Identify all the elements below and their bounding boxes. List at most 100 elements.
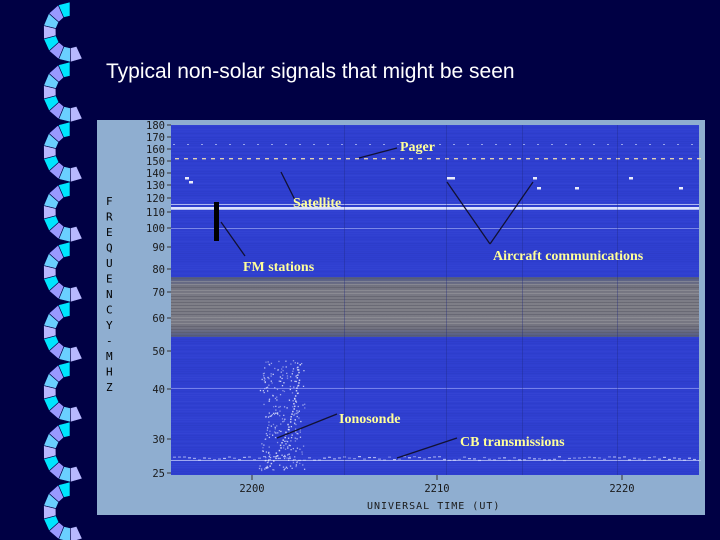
- cb-leader: [396, 437, 458, 459]
- pager-dash: [274, 158, 278, 160]
- ionosonde-leader: [276, 413, 338, 439]
- pager-dash: [580, 158, 584, 160]
- noise-row: [171, 359, 699, 360]
- top-dot: [313, 144, 315, 145]
- x-tick-label: 2210: [424, 483, 449, 495]
- ionosonde-dot: [279, 376, 282, 378]
- ionosonde-dot: [291, 467, 293, 469]
- band-line: [171, 293, 699, 294]
- aircraft-burst: [533, 177, 537, 180]
- ionosonde-dot: [285, 360, 287, 362]
- cb-dash: [233, 457, 236, 459]
- ionosonde-dot: [297, 405, 299, 408]
- noise-row: [171, 233, 699, 234]
- noise-row: [171, 423, 699, 424]
- noise-row: [171, 217, 699, 218]
- gap-line: [446, 125, 447, 475]
- ionosonde-dot: [290, 440, 292, 442]
- band-line: [171, 308, 699, 309]
- ionosonde-dot: [271, 382, 273, 384]
- pager-dash: [625, 158, 629, 160]
- cb-dash: [358, 456, 361, 458]
- ionosonde-dot: [281, 418, 284, 420]
- band-line: [171, 281, 699, 282]
- ionosonde-dot: [274, 426, 276, 428]
- satellite-leader: [280, 171, 296, 201]
- ionosonde-dot: [279, 380, 282, 382]
- noise-row: [171, 137, 699, 138]
- cb-dash: [253, 459, 256, 461]
- ionosonde-dot: [276, 425, 278, 427]
- ionosonde-dot: [267, 460, 270, 462]
- ionosonde-dot: [297, 433, 299, 435]
- pager-dash: [292, 158, 296, 160]
- pager-dash: [679, 158, 683, 160]
- ionosonde-dot: [278, 360, 280, 363]
- pager-dash: [607, 158, 611, 160]
- noise-row: [171, 231, 699, 232]
- y-tick-label: 180: [146, 120, 165, 132]
- ionosonde-trace: [294, 400, 297, 402]
- ionosonde-dot: [273, 413, 276, 416]
- ionosonde-dot: [268, 400, 270, 402]
- ionosonde-dot: [266, 466, 268, 468]
- noise-row: [171, 261, 699, 262]
- noise-row: [171, 395, 699, 396]
- ionosonde-trace: [294, 395, 297, 397]
- ionosonde-dot: [273, 431, 276, 433]
- cb-dash: [488, 458, 491, 460]
- noise-row: [171, 365, 699, 366]
- x-axis-ticks: 2200 2210 2220: [239, 475, 635, 495]
- ionosonde-dot: [282, 374, 284, 376]
- ionosonde-dot: [289, 456, 291, 458]
- top-dot: [425, 144, 427, 145]
- aircraft-burst: [679, 187, 683, 190]
- cb-dash: [223, 457, 226, 460]
- ionosonde-dot: [277, 432, 279, 434]
- ionosonde-dot: [304, 407, 306, 409]
- pager-dash: [355, 158, 359, 160]
- band-line: [171, 284, 699, 285]
- noise-row: [171, 199, 699, 200]
- noise-row: [171, 215, 699, 216]
- pager-dash: [535, 158, 539, 160]
- noise-row: [171, 451, 699, 452]
- noise-row: [171, 141, 699, 142]
- ionosonde-dot: [281, 454, 283, 456]
- ionosonde-dot: [292, 368, 295, 370]
- ionosonde-trace: [296, 387, 298, 389]
- ionosonde-dot: [270, 415, 273, 417]
- noise-row: [171, 371, 699, 372]
- noise-row: [171, 227, 699, 228]
- gap-line: [344, 125, 345, 475]
- noise-row: [171, 367, 699, 368]
- ionosonde-dot: [300, 420, 302, 423]
- noise-row: [171, 145, 699, 146]
- ionosonde-trace: [298, 371, 300, 374]
- ionosonde-dot: [265, 432, 268, 435]
- ionosonde-trace: [298, 379, 301, 382]
- noise-row: [171, 375, 699, 376]
- ionosonde-dot: [272, 423, 275, 426]
- ionosonde-dot: [286, 375, 289, 377]
- noise-row: [171, 195, 699, 196]
- ionosonde-dot: [292, 370, 294, 372]
- cb-dash: [623, 456, 626, 458]
- cb-dash: [468, 458, 471, 460]
- satellite-line: [171, 204, 699, 205]
- cb-dash: [283, 456, 286, 458]
- noise-row: [171, 135, 699, 136]
- ionosonde-dot: [261, 450, 264, 452]
- pager-dash: [238, 158, 242, 160]
- noise-row: [171, 379, 699, 380]
- ionosonde-dot: [285, 443, 287, 445]
- ionosonde-trace: [297, 369, 300, 371]
- ionosonde-dot: [276, 388, 279, 391]
- ionosonde-dot: [282, 389, 284, 392]
- aircraft-label: Aircraft communications: [493, 249, 644, 264]
- noise-row: [171, 167, 699, 168]
- top-dot: [439, 144, 441, 145]
- cb-dash: [663, 456, 666, 458]
- ionosonde-dot: [263, 444, 265, 446]
- ionosonde-trace: [280, 447, 282, 449]
